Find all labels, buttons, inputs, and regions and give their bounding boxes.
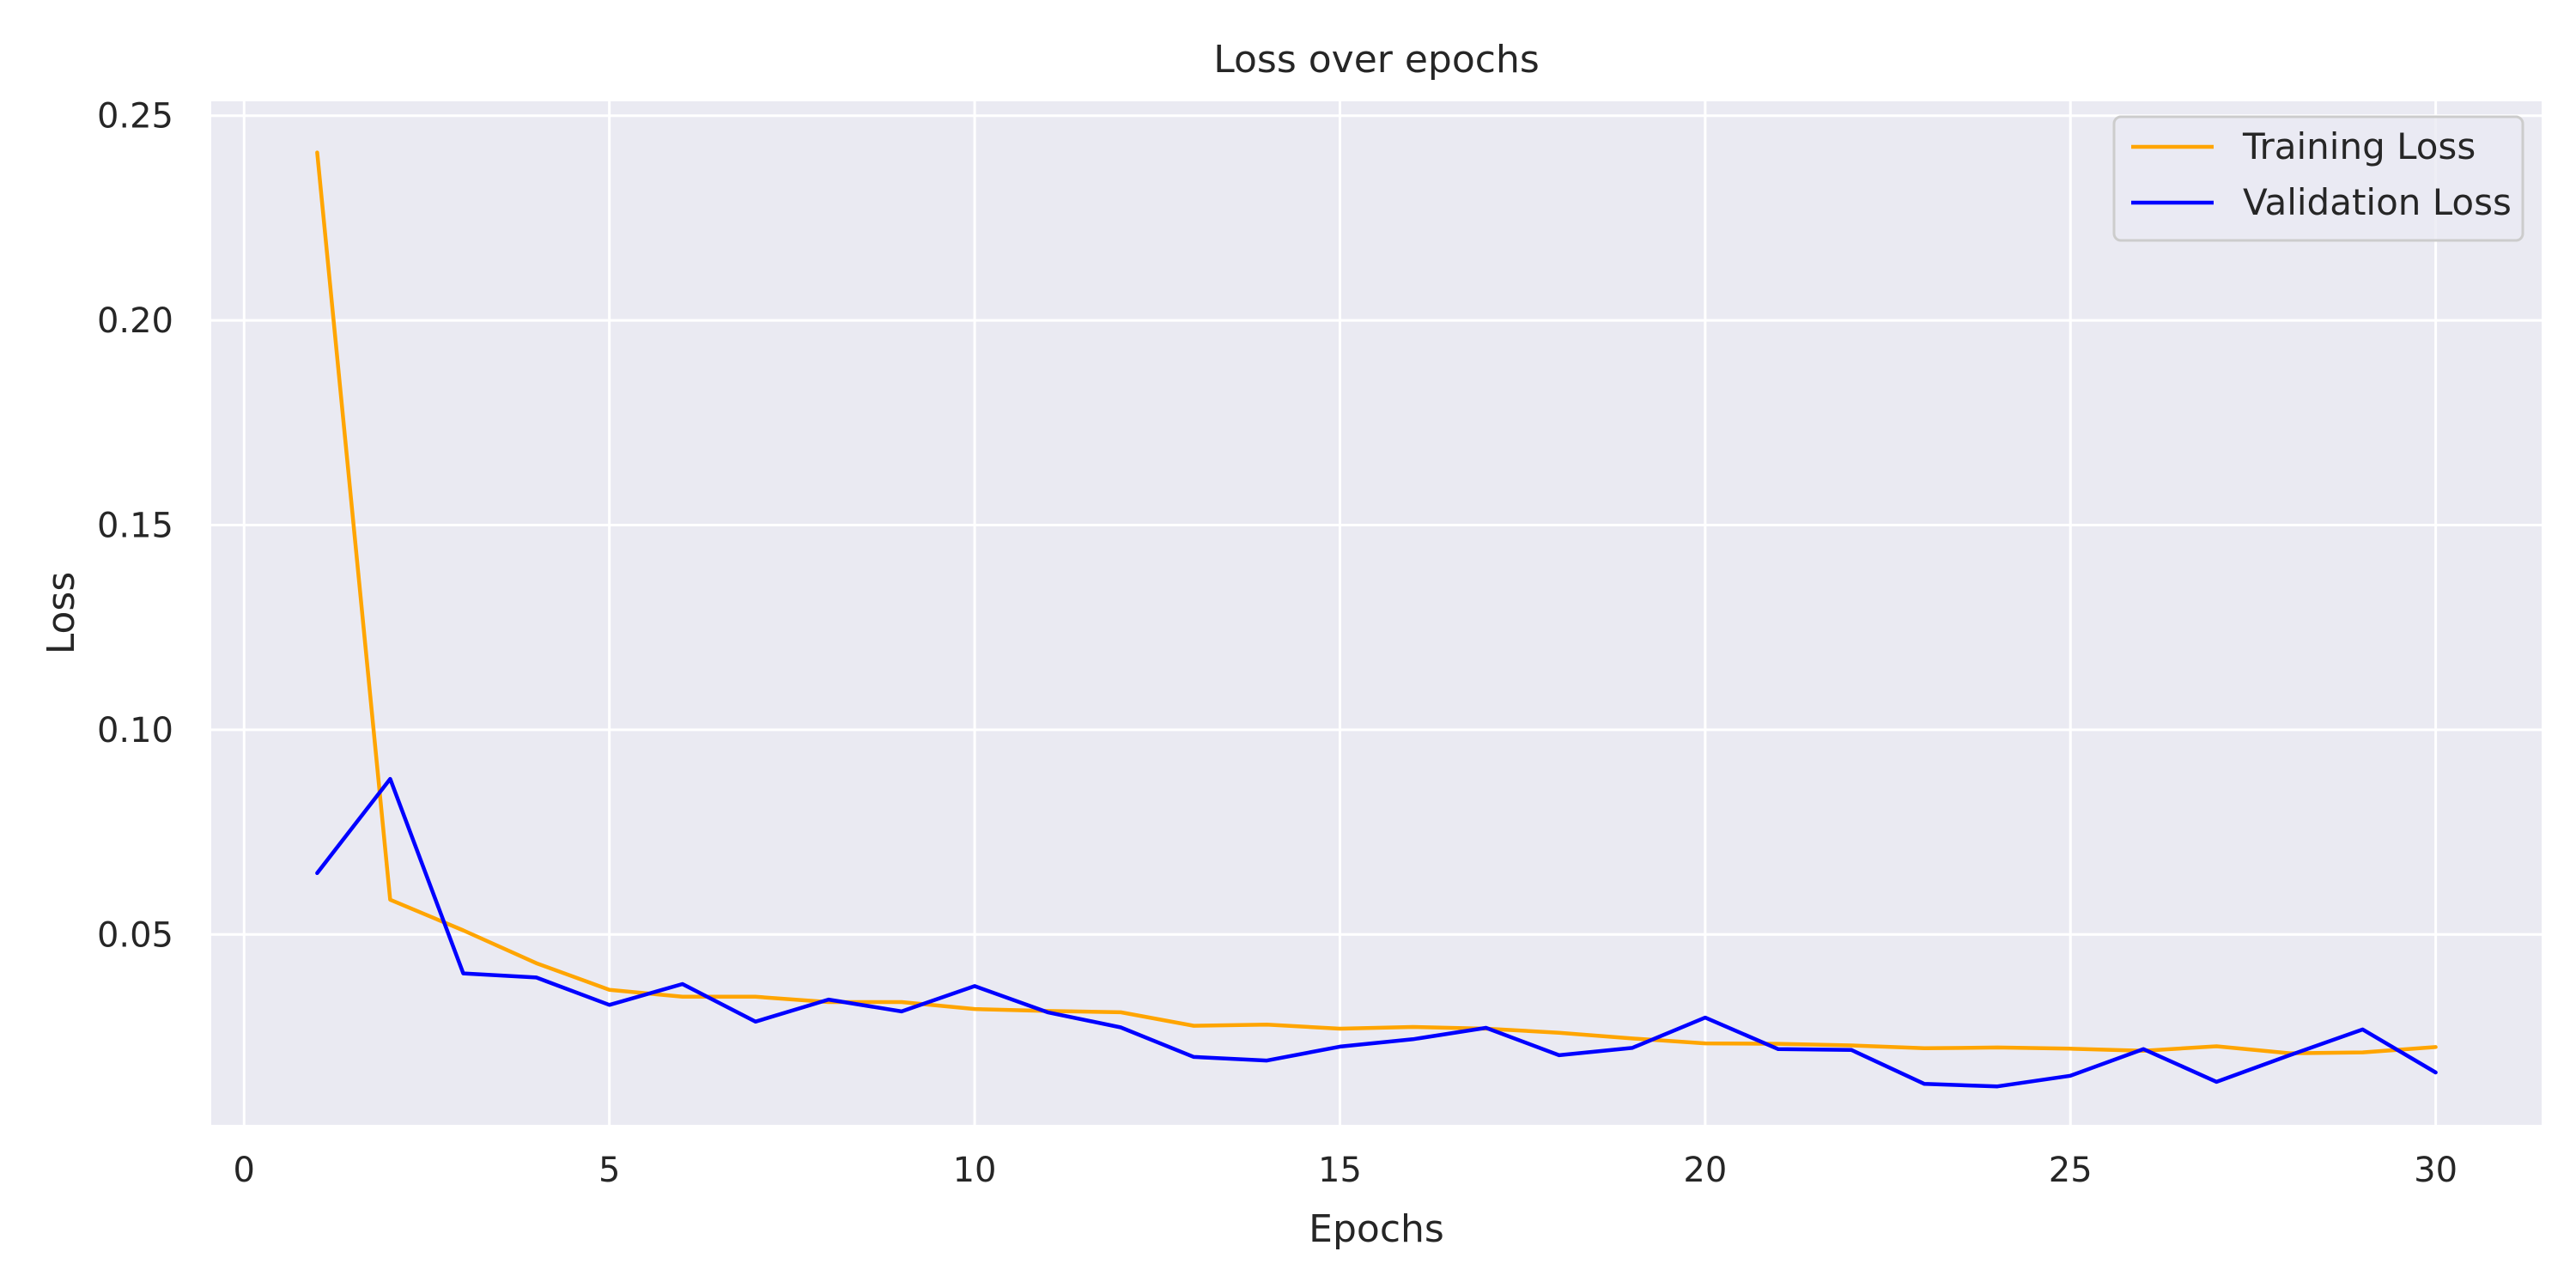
- grid: [211, 101, 2542, 1125]
- chart-title: Loss over epochs: [1213, 38, 1540, 82]
- plot-background: [211, 101, 2542, 1125]
- legend-box: [2112, 115, 2524, 242]
- legend: Training Loss Validation Loss: [2112, 115, 2524, 242]
- y-tick-label: 0.05: [97, 915, 173, 955]
- legend-label-training: Training Loss: [2242, 125, 2476, 167]
- training-loss-line: [315, 150, 2438, 1055]
- x-tick-label: 0: [234, 1151, 255, 1190]
- validation-loss-line: [315, 776, 2438, 1089]
- legend-label-validation: Validation Loss: [2243, 181, 2512, 223]
- x-tick-label: 30: [2414, 1151, 2458, 1190]
- ticks-group: 0 5 10 15 20 25 30 0.05 0.10 0.15 0.20 0.25: [97, 97, 2458, 1190]
- y-tick-label: 0.10: [97, 711, 173, 750]
- y-tick-label: 0.15: [97, 506, 173, 545]
- x-tick-label: 15: [1318, 1151, 1362, 1190]
- y-axis-label: Loss: [39, 572, 83, 655]
- x-tick-label: 25: [2049, 1151, 2093, 1190]
- y-tick-label: 0.25: [97, 97, 173, 137]
- x-tick-label: 20: [1683, 1151, 1727, 1190]
- y-tick-label: 0.20: [97, 301, 173, 341]
- x-axis-label: Epochs: [1309, 1207, 1444, 1251]
- series-group: [315, 150, 2438, 1089]
- x-tick-label: 10: [953, 1151, 997, 1190]
- x-tick-label: 5: [598, 1151, 620, 1190]
